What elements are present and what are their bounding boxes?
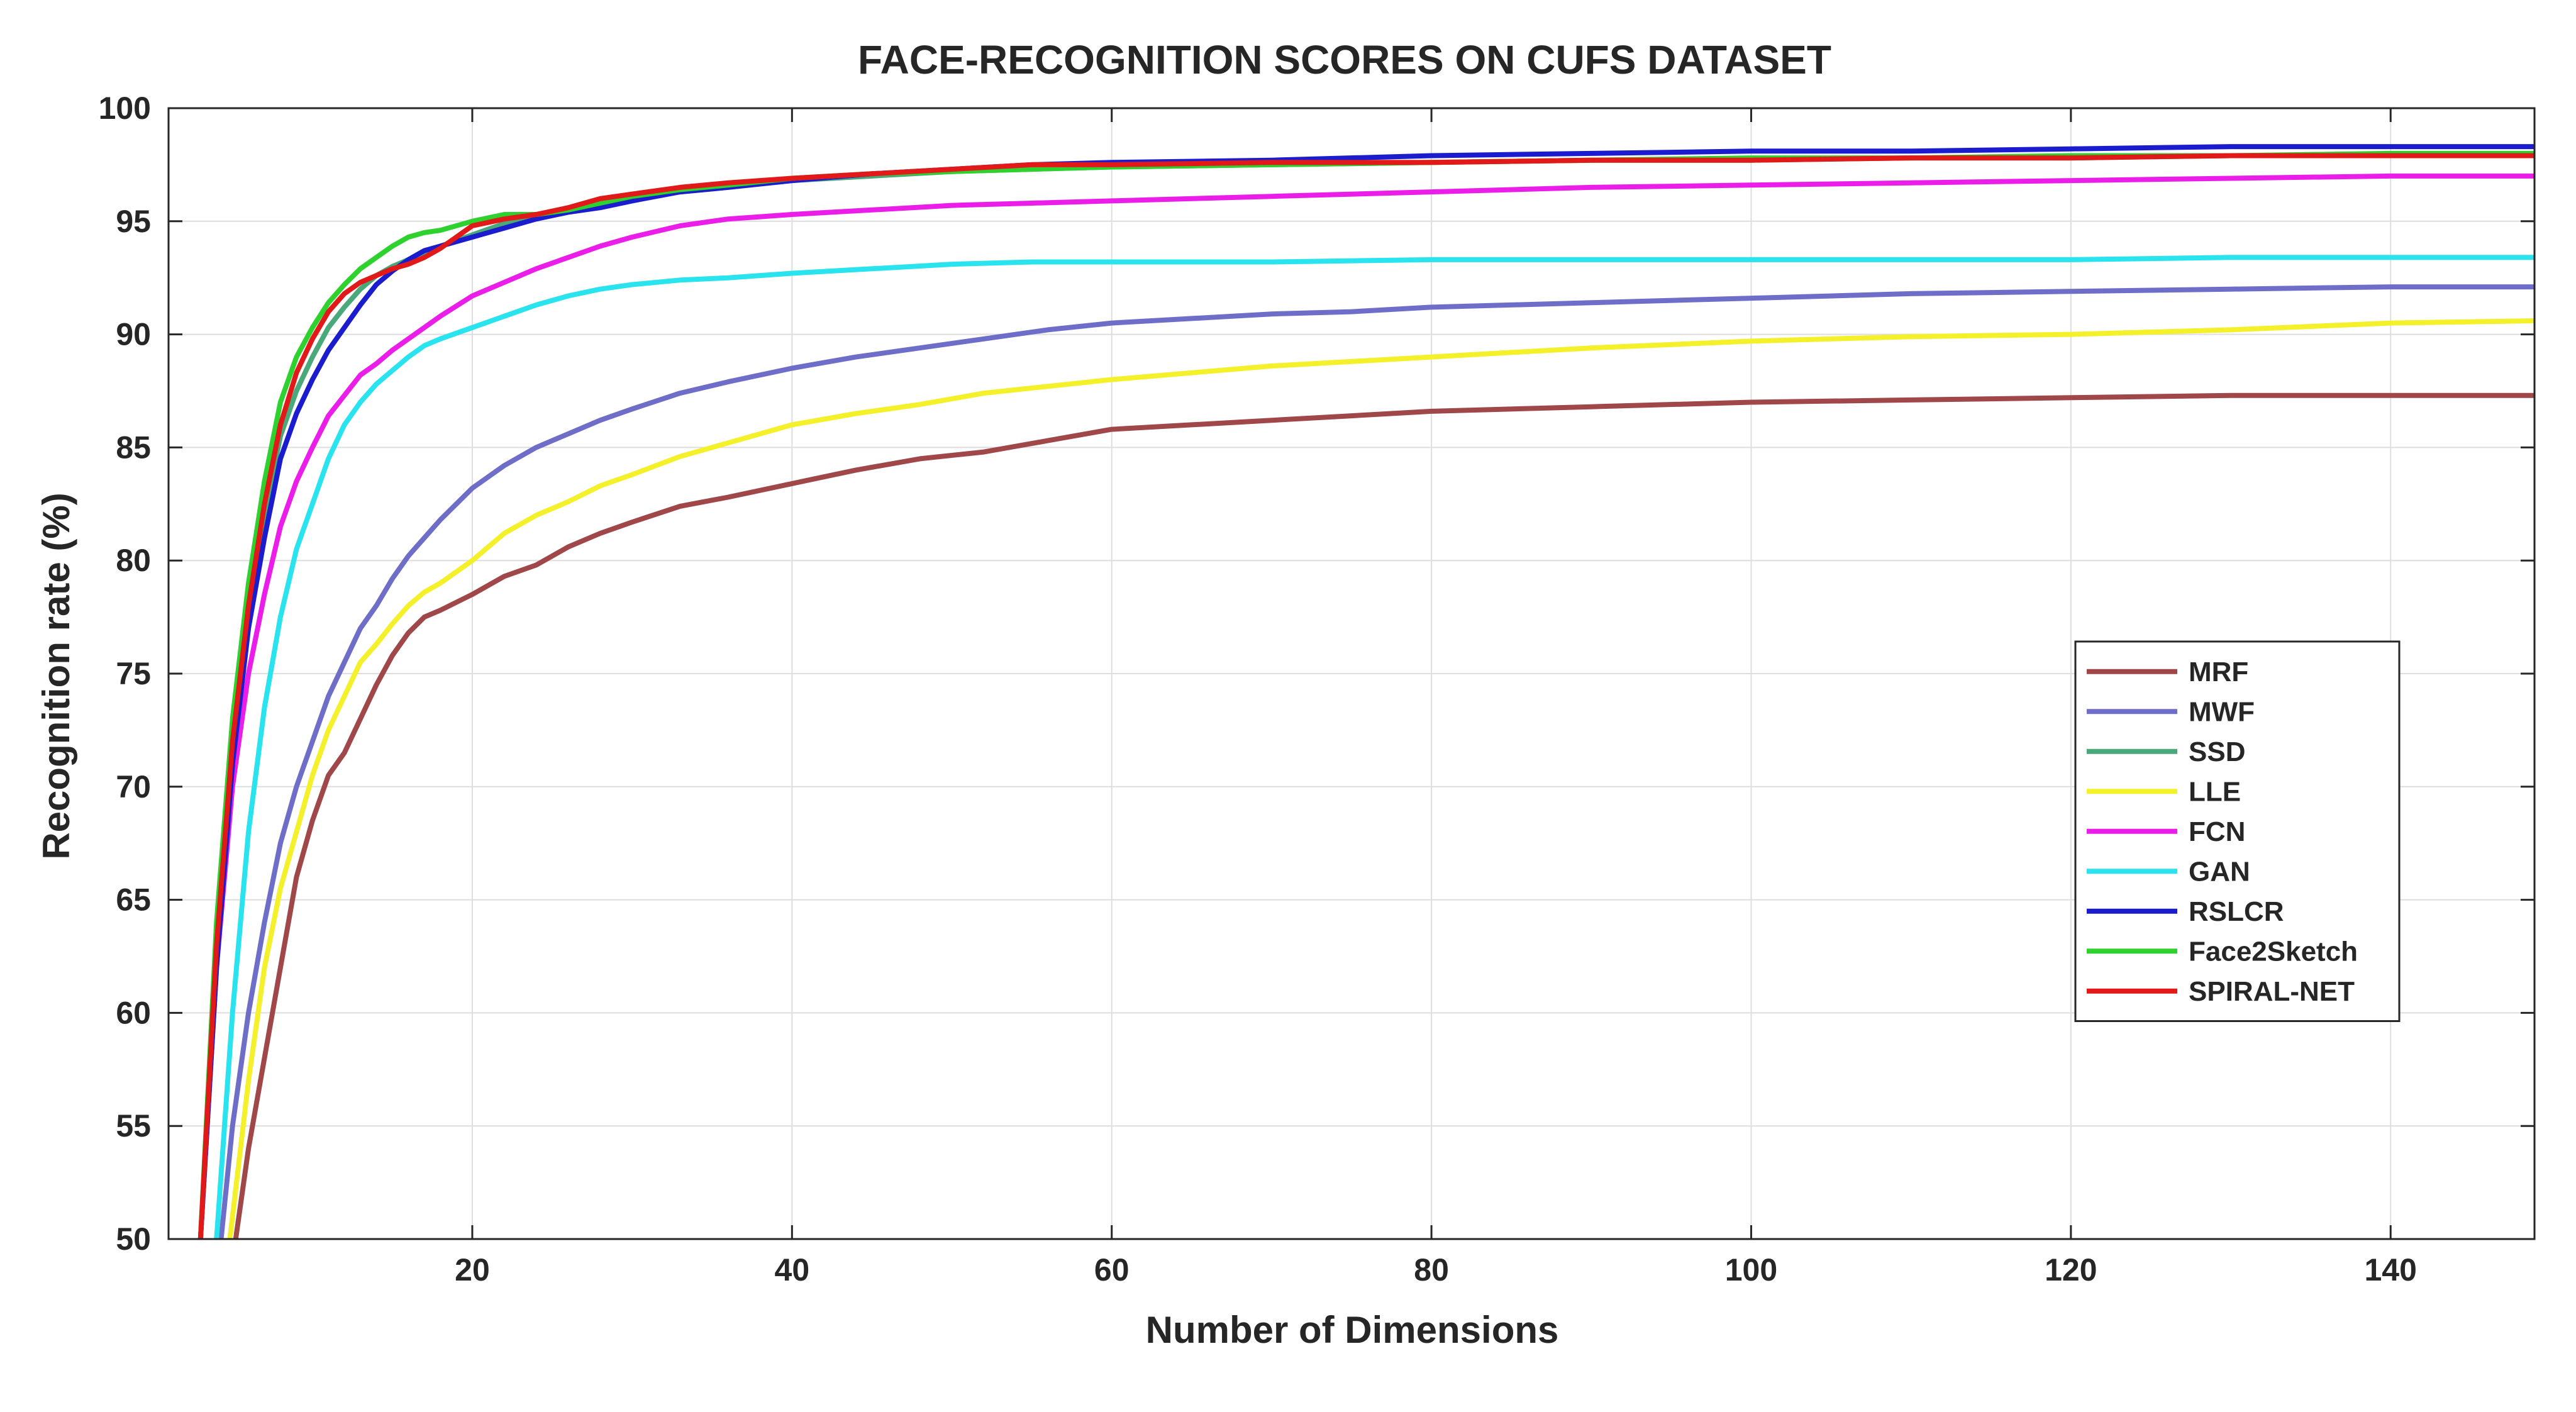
- chart-title: FACE-RECOGNITION SCORES ON CUFS DATASET: [858, 37, 1831, 82]
- y-tick-label: 100: [99, 91, 151, 126]
- legend-label: MRF: [2189, 657, 2248, 687]
- x-tick-label: 60: [1094, 1252, 1130, 1287]
- x-tick-label: 20: [455, 1252, 490, 1287]
- series-line-mrf: [233, 392, 2534, 1239]
- y-tick-label: 50: [116, 1221, 151, 1257]
- x-tick-label: 120: [2045, 1252, 2097, 1287]
- y-tick-label: 80: [116, 543, 151, 578]
- series-layer: [197, 144, 2534, 1239]
- x-tick-label: 40: [775, 1252, 810, 1287]
- legend-label: RSLCR: [2189, 896, 2284, 927]
- y-tick-label: 95: [116, 204, 151, 239]
- y-tick-label: 70: [116, 769, 151, 804]
- legend-label: SSD: [2189, 737, 2245, 767]
- legend: MRF MWF SSD LLE FCN GAN RSLCR Face2Sketch SPIRAL…: [2074, 640, 2401, 1022]
- y-tick-label: 55: [116, 1108, 151, 1143]
- y-axis-label: Recognition rate (%): [35, 492, 77, 859]
- series-line-lle: [227, 318, 2534, 1239]
- x-axis-label: Number of Dimensions: [1146, 1309, 1559, 1351]
- x-tick-label: 100: [1725, 1252, 1777, 1287]
- series-line-spiral-net: [197, 153, 2534, 1239]
- series-line-mwf: [218, 284, 2534, 1239]
- legend-label: SPIRAL-NET: [2189, 976, 2355, 1007]
- axis-ticks: 20 40 60 80 100 120 140 50 55 60 65 70 75 80 85 90 95 100: [99, 91, 2534, 1287]
- series-line-gan: [214, 255, 2534, 1239]
- legend-label: MWF: [2189, 696, 2255, 727]
- legend-label: Face2Sketch: [2189, 936, 2358, 967]
- series-line-fcn: [197, 173, 2534, 1239]
- y-tick-label: 85: [116, 430, 151, 465]
- x-tick-label: 140: [2365, 1252, 2417, 1287]
- y-tick-label: 90: [116, 317, 151, 352]
- series-line-rslcr: [197, 144, 2534, 1239]
- legend-label: LLE: [2189, 776, 2241, 807]
- x-tick-label: 80: [1414, 1252, 1449, 1287]
- legend-label: GAN: [2189, 856, 2250, 887]
- y-tick-label: 75: [116, 656, 151, 691]
- legend-label: FCN: [2189, 816, 2245, 847]
- y-tick-label: 65: [116, 882, 151, 918]
- y-tick-label: 60: [116, 995, 151, 1030]
